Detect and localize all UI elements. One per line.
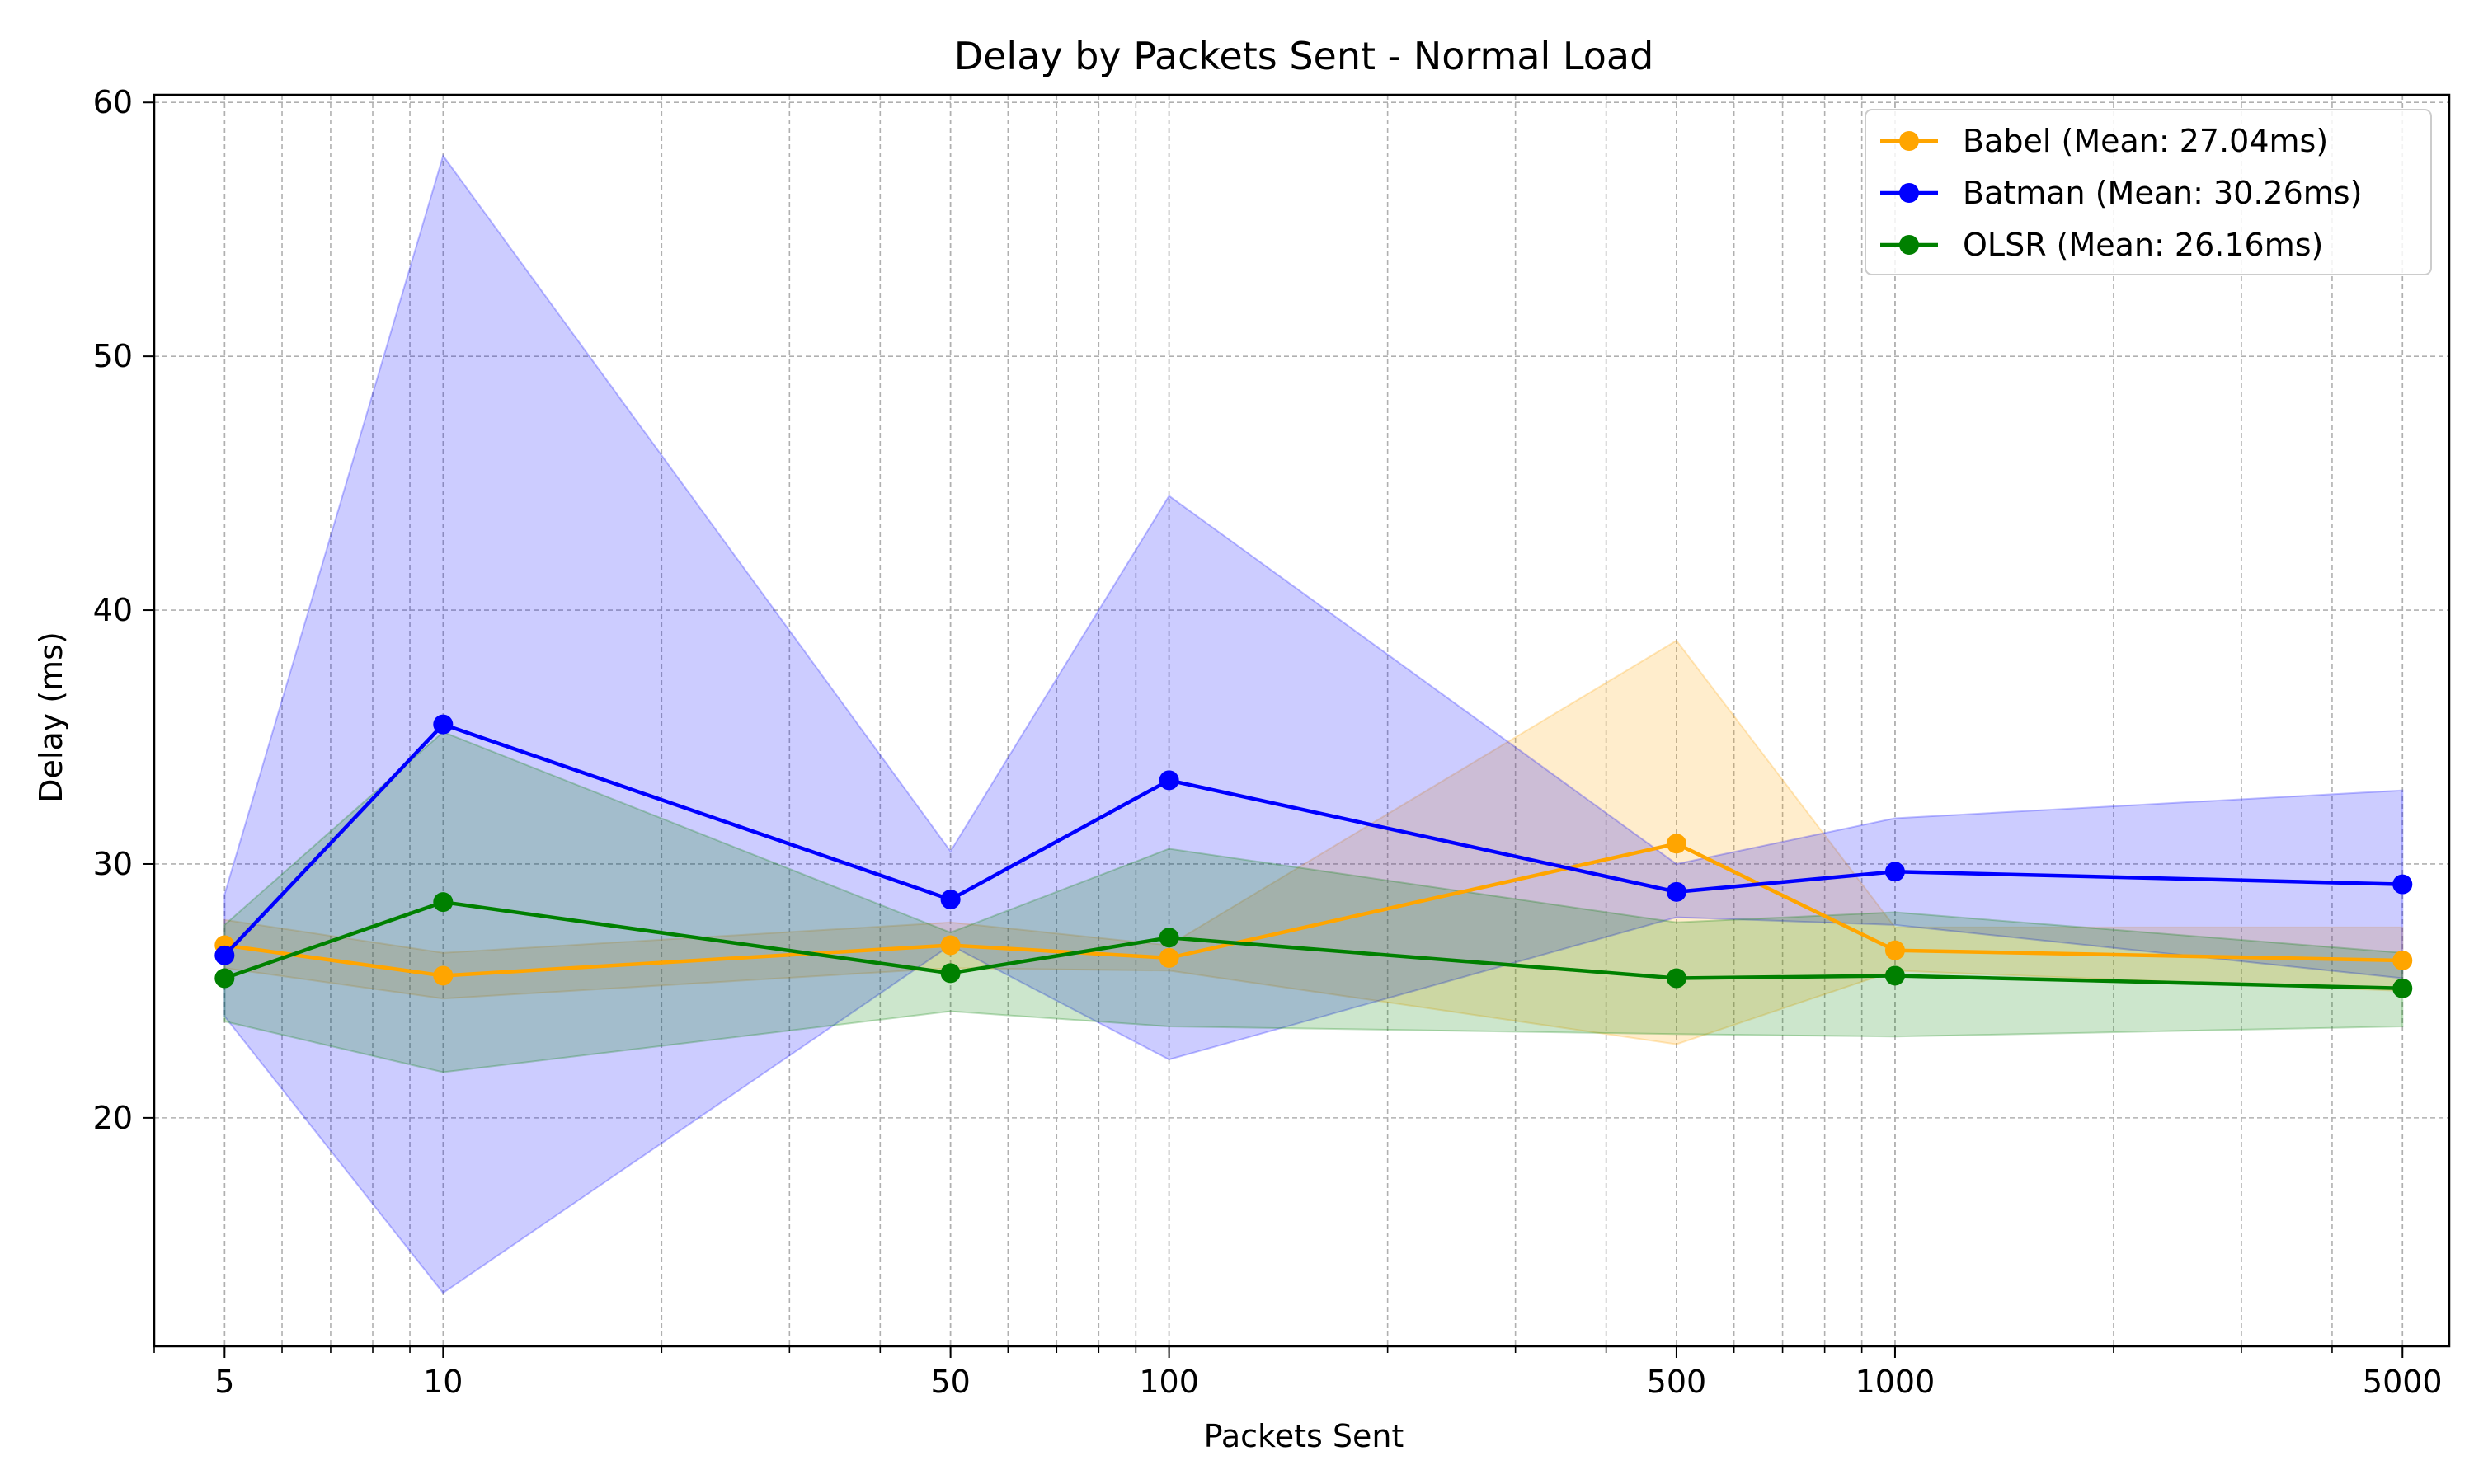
data-point bbox=[2392, 950, 2413, 970]
data-point bbox=[940, 890, 961, 910]
data-point bbox=[1159, 770, 1179, 791]
data-point bbox=[1159, 947, 1179, 968]
chart-title: Delay by Packets Sent - Normal Load bbox=[954, 34, 1654, 78]
data-point bbox=[1666, 881, 1686, 902]
error-band bbox=[223, 730, 2404, 1073]
legend-label: Batman (Mean: 30.26ms) bbox=[1963, 175, 2362, 211]
data-point bbox=[433, 714, 454, 735]
data-point bbox=[2392, 978, 2413, 998]
x-tick-label: 5000 bbox=[2363, 1364, 2443, 1400]
data-point bbox=[214, 968, 235, 989]
axes bbox=[153, 93, 2451, 1348]
error-band bbox=[223, 153, 2404, 1294]
x-tick-label: 100 bbox=[1139, 1364, 1199, 1400]
data-point bbox=[1884, 940, 1905, 960]
x-axis-label: Packets Sent bbox=[1204, 1418, 1404, 1454]
legend-box bbox=[1865, 109, 2432, 275]
data-point bbox=[940, 963, 961, 984]
ticks: 5 10 50 100 500 1000 5000 20 30 40 50 60 bbox=[93, 84, 2443, 1400]
data-point bbox=[433, 892, 454, 913]
data-point bbox=[1666, 968, 1686, 989]
data-point bbox=[2392, 874, 2413, 895]
series-lines bbox=[214, 714, 2413, 998]
x-tick-label: 5 bbox=[214, 1364, 234, 1400]
legend: Babel (Mean: 27.04ms) Batman (Mean: 30.26… bbox=[1865, 109, 2432, 275]
x-tick-label: 10 bbox=[423, 1364, 463, 1400]
grid bbox=[153, 95, 2449, 1346]
legend-marker bbox=[1899, 131, 1919, 151]
plot-frame bbox=[153, 93, 2451, 1348]
x-tick-label: 50 bbox=[930, 1364, 970, 1400]
y-tick-label: 40 bbox=[93, 592, 133, 628]
x-tick-label: 500 bbox=[1647, 1364, 1707, 1400]
data-point bbox=[1884, 965, 1905, 986]
y-axis-label: Delay (ms) bbox=[33, 632, 69, 803]
data-point bbox=[1159, 928, 1179, 948]
data-point bbox=[1666, 834, 1686, 854]
legend-label: OLSR (Mean: 26.16ms) bbox=[1963, 227, 2323, 263]
data-point bbox=[433, 965, 454, 986]
data-point bbox=[1884, 862, 1905, 882]
y-tick-label: 60 bbox=[93, 84, 133, 120]
legend-marker bbox=[1899, 235, 1919, 255]
error-bands bbox=[223, 153, 2404, 1294]
x-tick-label: 1000 bbox=[1856, 1364, 1935, 1400]
y-tick-label: 20 bbox=[93, 1100, 133, 1136]
y-tick-label: 50 bbox=[93, 338, 133, 374]
data-point bbox=[940, 935, 961, 956]
legend-marker bbox=[1899, 183, 1919, 203]
legend-label: Babel (Mean: 27.04ms) bbox=[1963, 123, 2328, 159]
y-tick-label: 30 bbox=[93, 846, 133, 882]
data-point bbox=[214, 945, 235, 965]
